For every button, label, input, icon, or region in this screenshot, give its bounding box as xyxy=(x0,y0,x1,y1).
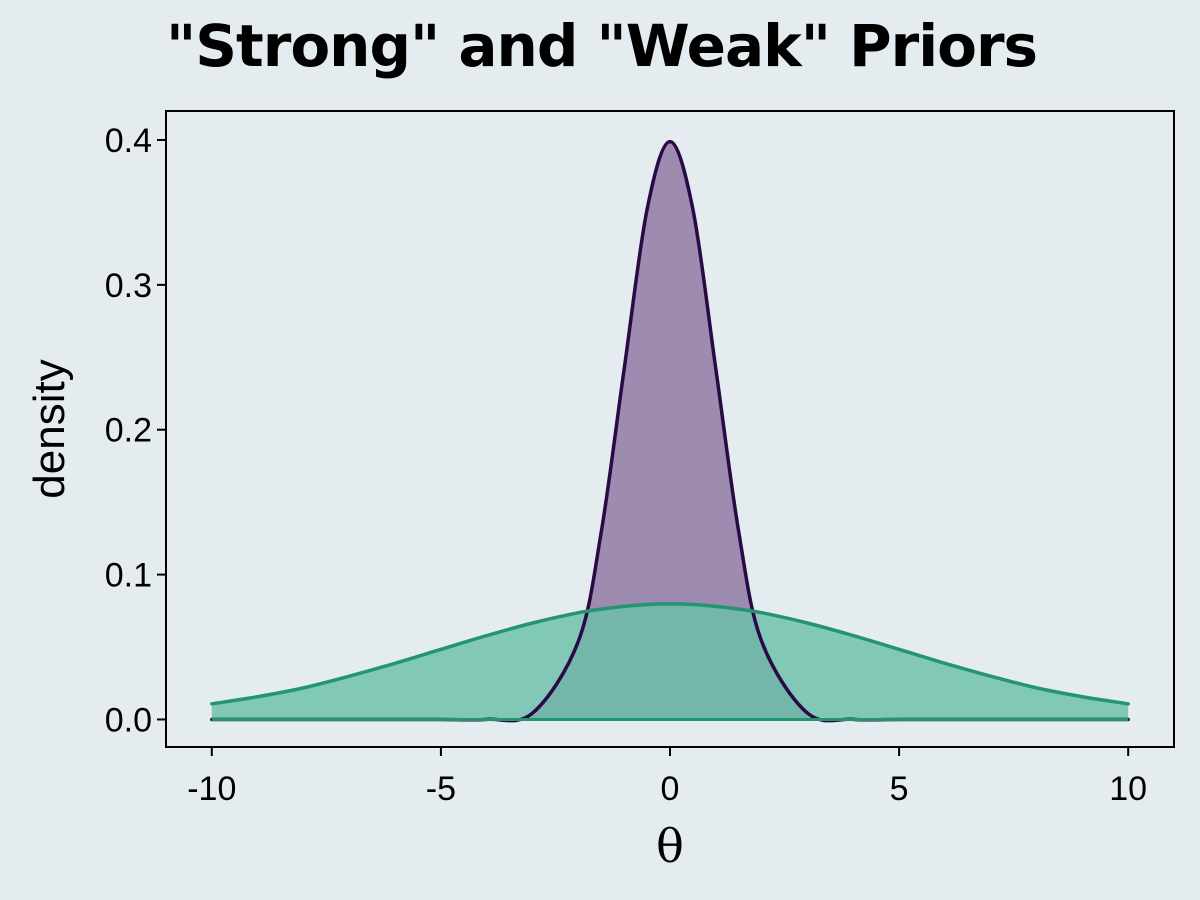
x-axis-ticks: -10 -5 0 5 10 xyxy=(187,747,1147,808)
x-tick-label: 10 xyxy=(1109,770,1147,808)
x-tick-label: 5 xyxy=(890,770,909,808)
series-2-line xyxy=(210,602,1130,706)
y-axis-ticks: 0.0 0.1 0.2 0.3 0.4 xyxy=(105,122,166,739)
series-areas xyxy=(211,141,1129,721)
x-tick-label: -5 xyxy=(426,770,456,808)
x-axis-label: θ xyxy=(656,819,684,873)
series-lines xyxy=(210,139,1130,723)
y-axis-label: density xyxy=(25,359,74,498)
y-tick-label: 0.1 xyxy=(105,557,152,595)
y-tick-label: 0.3 xyxy=(105,267,152,305)
x-tick-label: 0 xyxy=(661,770,680,808)
series-1-area xyxy=(211,141,1129,721)
y-tick-label: 0.4 xyxy=(105,122,152,160)
chart-title: "Strong" and "Weak" Priors xyxy=(166,12,1038,80)
series-2-area xyxy=(211,603,1129,720)
x-tick-label: -10 xyxy=(187,770,236,808)
y-tick-label: 0.2 xyxy=(105,412,152,450)
y-tick-label: 0.0 xyxy=(105,701,152,739)
